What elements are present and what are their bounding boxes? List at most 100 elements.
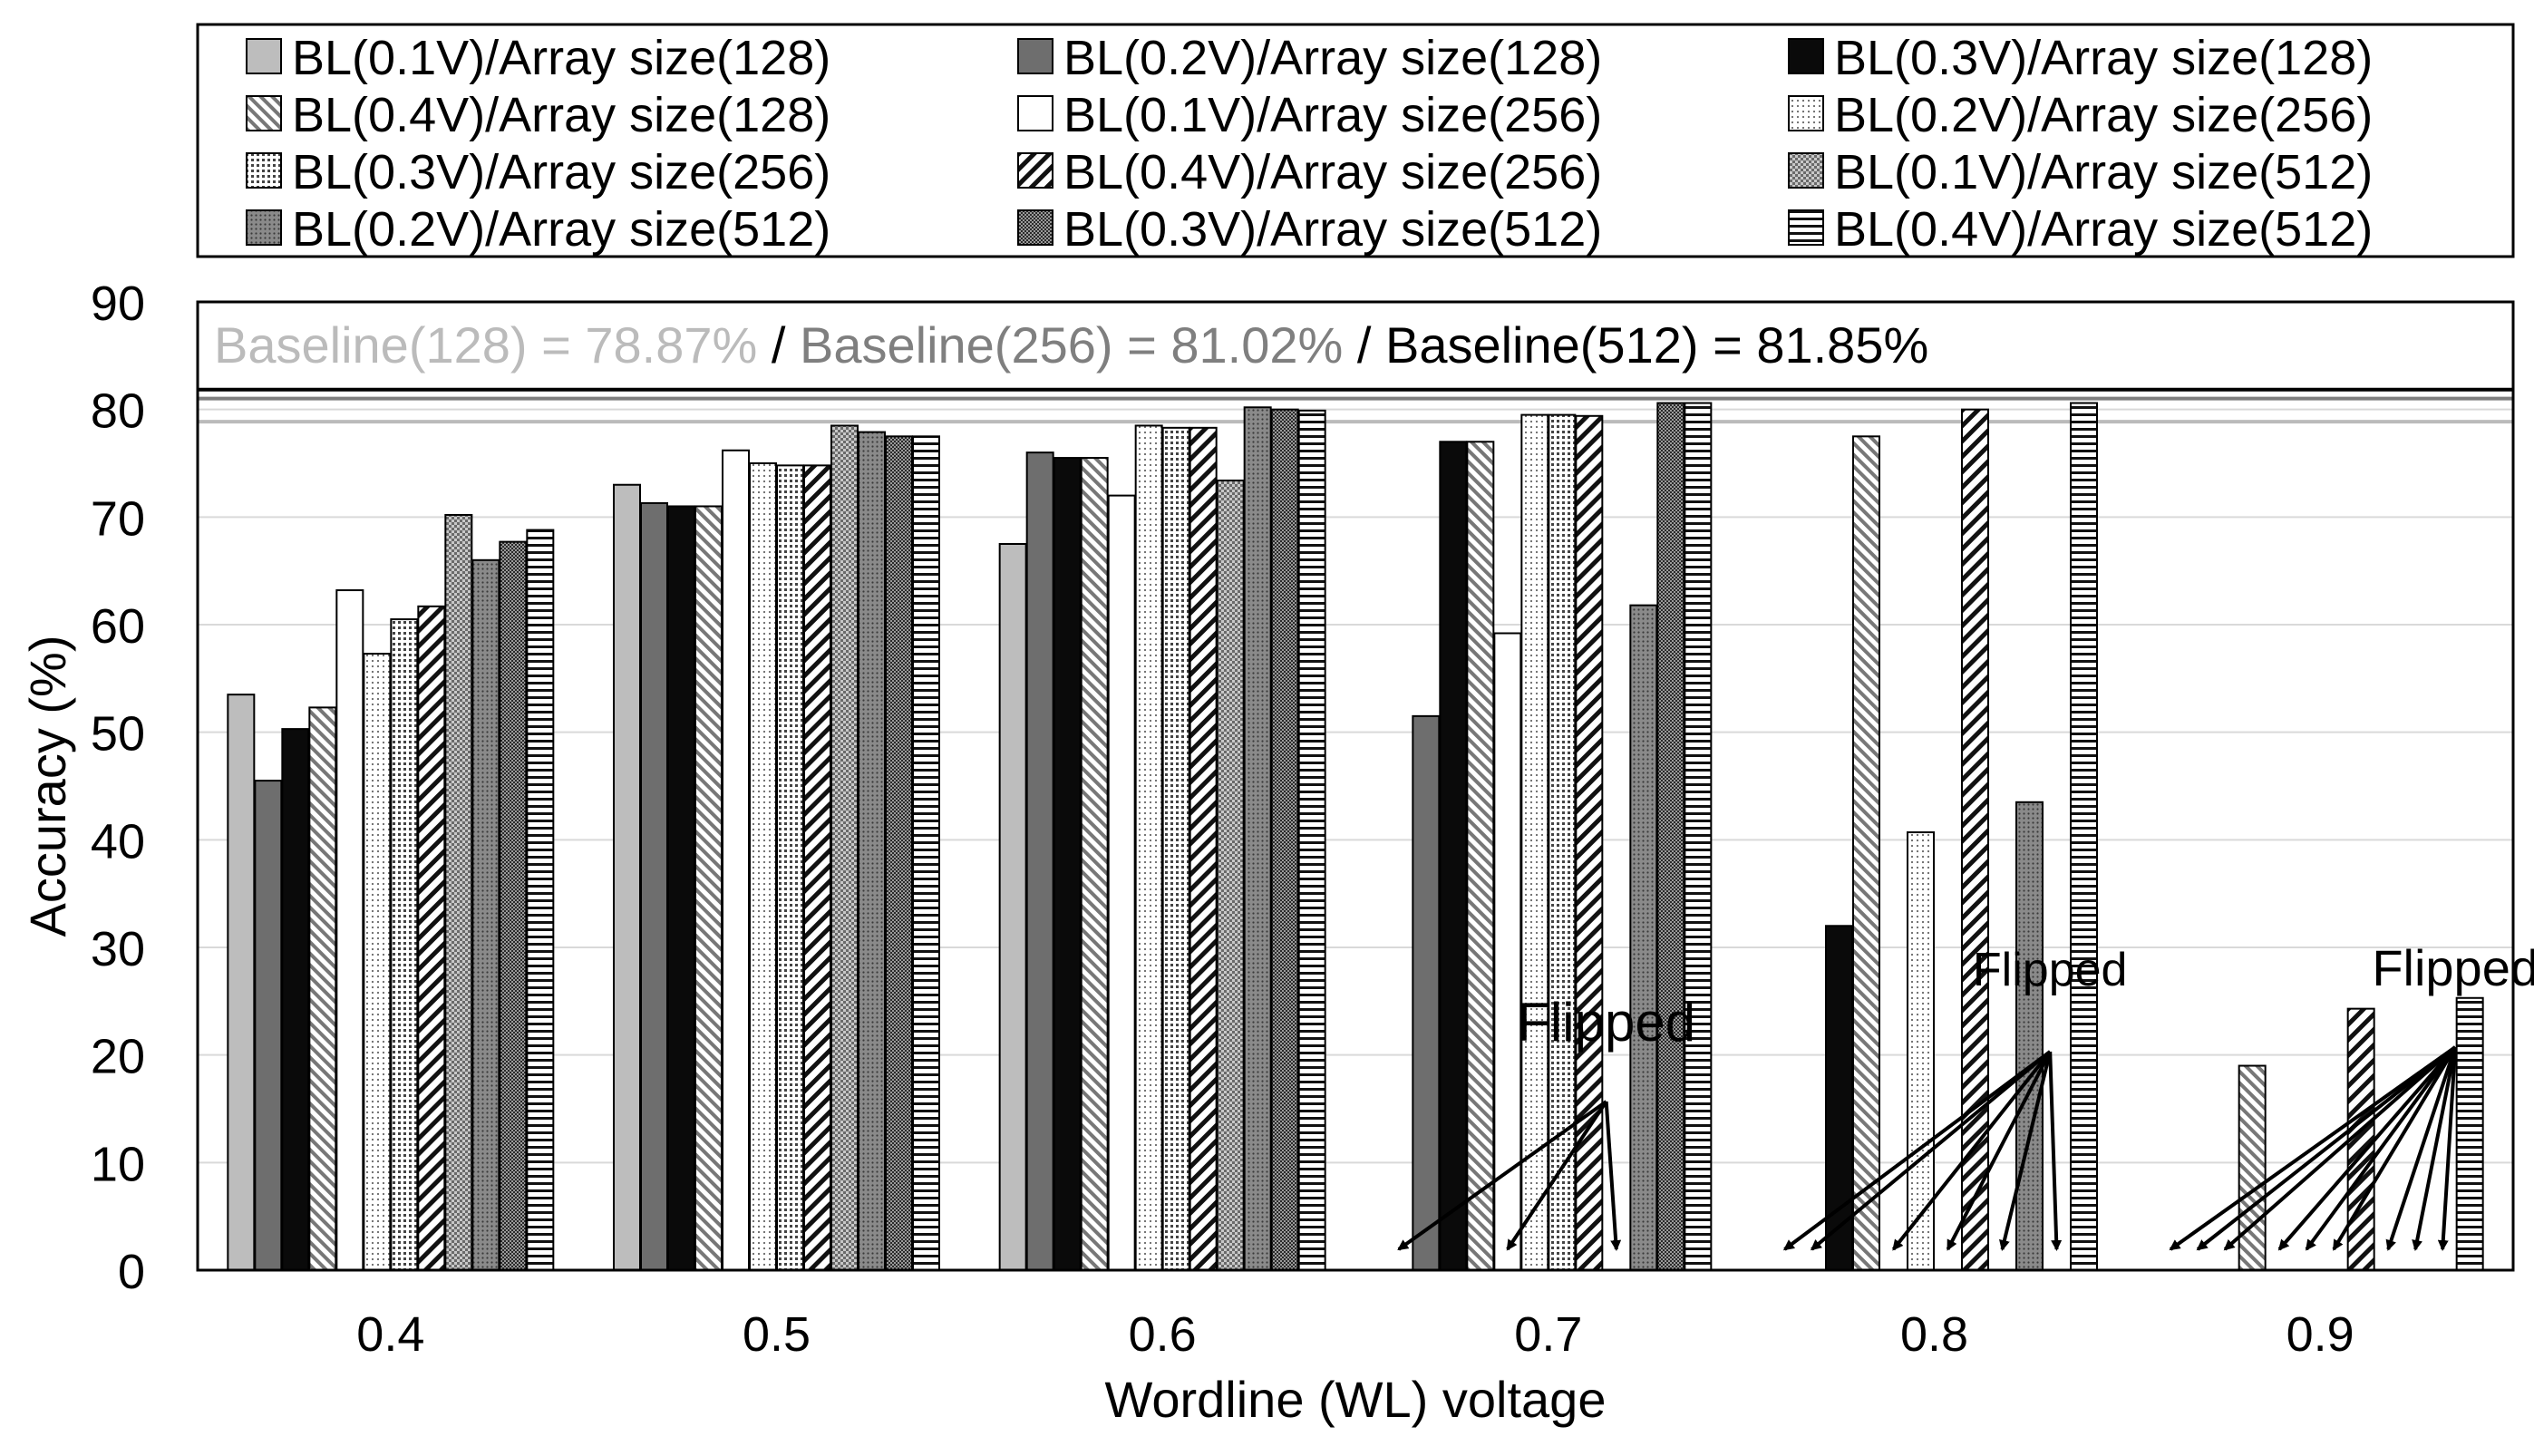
- bar: [858, 431, 886, 1271]
- bar: [749, 462, 777, 1271]
- bar: [254, 780, 283, 1271]
- baseline-separator: /: [757, 316, 800, 374]
- x-tick-labels: 0.4 0.5 0.6 0.7 0.8 0.9: [356, 1307, 2354, 1362]
- bar: [1216, 479, 1245, 1271]
- flipped-arrow: [1999, 1051, 2053, 1251]
- flipped-arrow: [1604, 1101, 1622, 1251]
- bar: [830, 424, 859, 1271]
- bar: [912, 435, 940, 1272]
- bar: [1961, 408, 1989, 1271]
- x-tick-label: 0.8: [1900, 1307, 1968, 1362]
- legend-swatch: [1017, 38, 1053, 74]
- legend-swatch: [246, 95, 282, 131]
- flipped-arrow: [2277, 1045, 2457, 1251]
- legend-label: BL(0.3V)/Array size(512): [1063, 202, 1602, 257]
- x-tick-label: 0.6: [1129, 1307, 1197, 1362]
- y-tick-labels: 0 10 20 30 40 50 60 70 80 90: [91, 277, 145, 1299]
- bar: [998, 543, 1027, 1271]
- bar: [1684, 402, 1713, 1271]
- bar: [1025, 451, 1054, 1271]
- flipped-label: Flipped: [1973, 944, 2128, 996]
- legend-swatch: [1788, 38, 1824, 74]
- flipped-label: Flipped: [2372, 939, 2534, 996]
- bar: [1629, 604, 1658, 1271]
- bar: [1520, 413, 1549, 1272]
- legend-swatch: [246, 209, 282, 246]
- baseline-separator: /: [1343, 316, 1385, 374]
- legend-swatch: [1017, 209, 1053, 246]
- legend-label: BL(0.3V)/Array size(256): [292, 145, 830, 199]
- baseline-lines: [198, 387, 2513, 424]
- y-tick-label: 50: [91, 707, 145, 762]
- baseline-label: Baseline(256) = 81.02%: [800, 316, 1343, 374]
- legend-swatch: [1788, 152, 1824, 189]
- y-tick-label: 30: [91, 922, 145, 976]
- bar: [444, 513, 473, 1271]
- gridlines: [198, 408, 2513, 1164]
- bar: [1852, 435, 1880, 1272]
- bar: [1412, 714, 1441, 1271]
- bar: [1134, 424, 1163, 1271]
- flipped-arrow: [2412, 1046, 2458, 1251]
- bar: [640, 501, 668, 1271]
- bar: [2070, 402, 2098, 1271]
- flipped-arrows: [1397, 1045, 2458, 1251]
- bar: [2238, 1064, 2267, 1271]
- legend-label: BL(0.2V)/Array size(128): [1063, 31, 1602, 85]
- y-tick-label: 70: [91, 491, 145, 546]
- bar: [613, 483, 641, 1271]
- bar: [335, 589, 364, 1271]
- y-tick-label: 20: [91, 1030, 145, 1084]
- bar: [1439, 441, 1468, 1271]
- bar: [1053, 457, 1082, 1272]
- bar: [1297, 409, 1326, 1271]
- flipped-annotations: Flipped Flipped Flipped: [1517, 939, 2534, 1053]
- flipped-arrow: [1946, 1051, 2052, 1251]
- flipped-label: Flipped: [1517, 992, 1695, 1053]
- bar: [1189, 426, 1218, 1271]
- x-axis-label: Wordline (WL) voltage: [1105, 1371, 1607, 1428]
- bar: [363, 653, 392, 1271]
- bar: [2015, 801, 2044, 1271]
- flipped-arrow: [2223, 1045, 2457, 1251]
- legend-swatch: [1788, 209, 1824, 246]
- bar: [1107, 494, 1136, 1271]
- y-tick-label: 60: [91, 599, 145, 654]
- bar: [1243, 406, 1272, 1271]
- legend-swatch: [1017, 95, 1053, 131]
- bar: [1466, 441, 1495, 1271]
- legend-label: BL(0.4V)/Array size(512): [1834, 202, 2373, 257]
- baseline-caption: Baseline(128) = 78.87% / Baseline(256) =…: [214, 316, 1928, 374]
- flipped-arrow: [2048, 1051, 2063, 1251]
- bar: [776, 464, 804, 1271]
- bar: [1825, 925, 1853, 1271]
- x-tick-label: 0.7: [1514, 1307, 1582, 1362]
- flipped-arrow: [1891, 1050, 2052, 1251]
- y-tick-label: 90: [91, 277, 145, 331]
- flipped-arrow: [2437, 1046, 2458, 1251]
- bar: [1548, 413, 1577, 1272]
- legend-swatch: [1017, 152, 1053, 189]
- y-tick-label: 10: [91, 1137, 145, 1191]
- flipped-arrow: [1782, 1050, 2052, 1251]
- bar: [2455, 996, 2484, 1271]
- bar: [1493, 632, 1522, 1271]
- flipped-arrow: [1506, 1100, 1608, 1251]
- legend-box: [196, 23, 2515, 258]
- bar: [281, 728, 310, 1271]
- bar: [499, 540, 528, 1271]
- legend-label: BL(0.1V)/Array size(256): [1063, 88, 1602, 142]
- legend-label: BL(0.1V)/Array size(512): [1834, 145, 2373, 199]
- legend-label: BL(0.4V)/Array size(128): [292, 88, 830, 142]
- bar: [1161, 426, 1190, 1271]
- legend: BL(0.1V)/Array size(128) BL(0.2V)/Array s…: [246, 31, 2373, 257]
- flipped-arrow: [2169, 1045, 2457, 1251]
- bar: [694, 505, 723, 1271]
- flipped-arrow: [1810, 1050, 2052, 1251]
- bar: [885, 435, 913, 1272]
- bar: [227, 694, 256, 1271]
- bar: [722, 449, 750, 1271]
- flipped-arrow: [2332, 1045, 2457, 1251]
- flipped-arrow: [2385, 1046, 2458, 1251]
